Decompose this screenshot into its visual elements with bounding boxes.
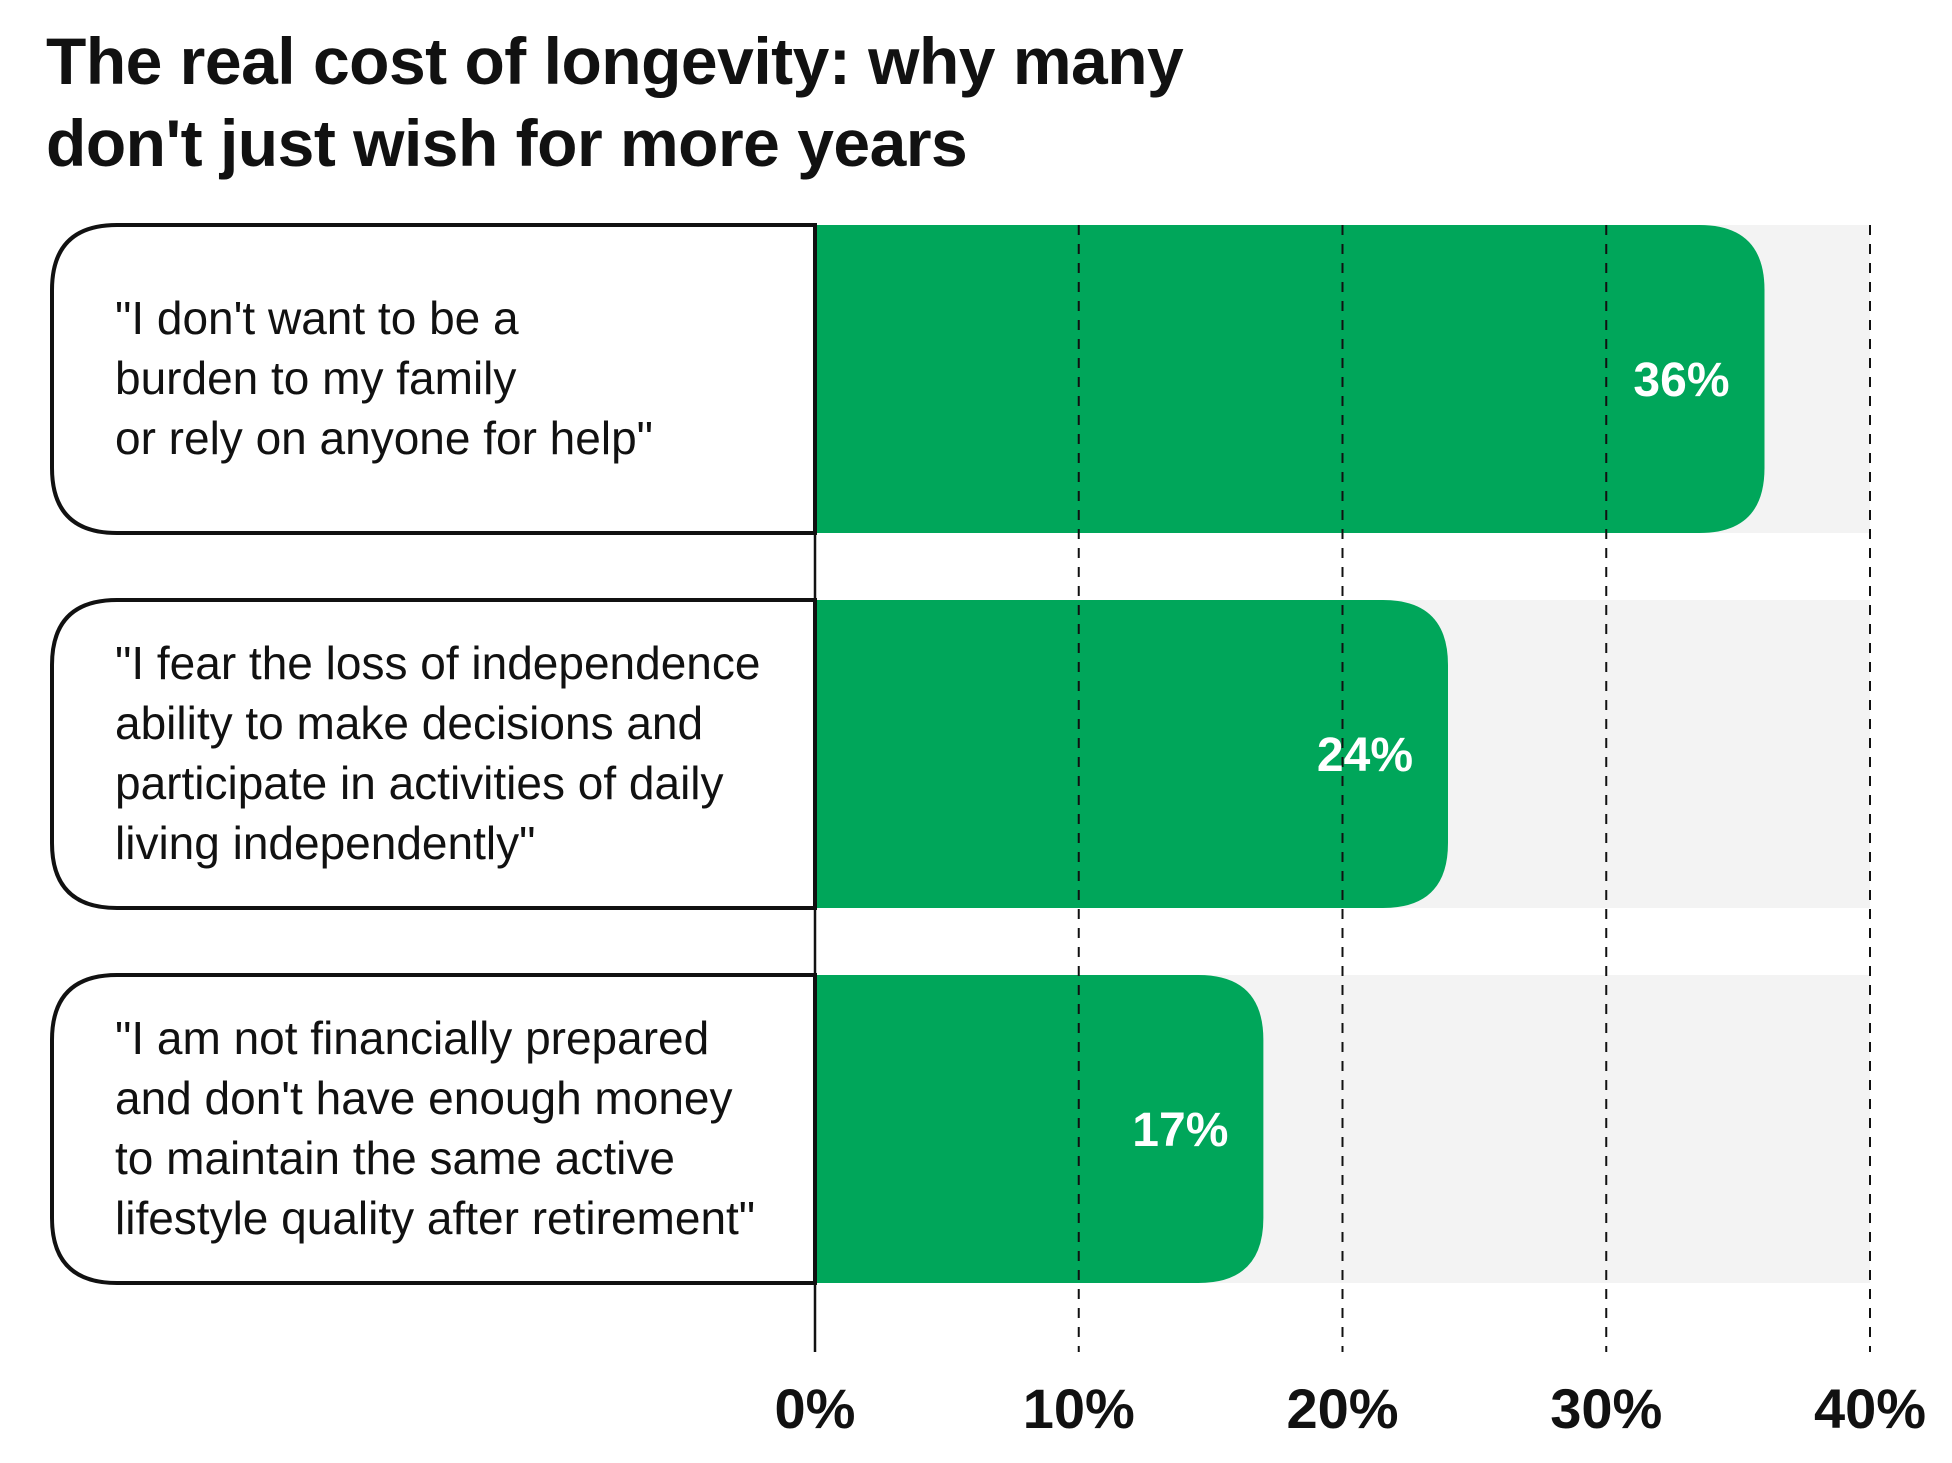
category-label-3-line-3: to maintain the same active <box>115 1132 675 1184</box>
category-label-2-line-2: ability to make decisions and <box>115 697 703 749</box>
category-label-3-line-2: and don't have enough money <box>115 1072 733 1124</box>
chart-title-line-2: don't just wish for more years <box>46 106 968 180</box>
chart-title-line-1: The real cost of longevity: why many <box>46 24 1184 98</box>
bar-1 <box>815 225 1765 533</box>
chart-title: The real cost of longevity: why many don… <box>46 20 1546 184</box>
category-label-box-1 <box>50 223 817 535</box>
tick-label-0: 0% <box>775 1377 856 1440</box>
category-label-2-line-3: participate in activities of daily <box>115 757 724 809</box>
category-label-2-line-4: living independently" <box>115 817 535 869</box>
tick-label-10: 10% <box>1023 1377 1135 1440</box>
tick-label-20: 20% <box>1286 1377 1398 1440</box>
category-label-3-line-4: lifestyle quality after retirement" <box>115 1192 755 1244</box>
category-label-1-line-3: or rely on anyone for help" <box>115 412 653 464</box>
tick-label-40: 40% <box>1814 1377 1926 1440</box>
value-label-2: 24% <box>1317 729 1413 782</box>
category-label-1-line-2: burden to my family <box>115 352 516 404</box>
category-label-3-line-1: "I am not financially prepared <box>115 1012 709 1064</box>
category-label-box-3 <box>50 973 817 1285</box>
value-label-3: 17% <box>1132 1104 1228 1157</box>
bar-3 <box>815 975 1264 1283</box>
category-label-1-line-1: "I don't want to be a <box>115 292 519 344</box>
value-label-1: 36% <box>1633 354 1729 407</box>
category-label-2-line-1: "I fear the loss of independence <box>115 637 760 689</box>
bar-2 <box>815 600 1448 908</box>
tick-label-30: 30% <box>1550 1377 1662 1440</box>
category-label-box-2 <box>50 598 817 910</box>
